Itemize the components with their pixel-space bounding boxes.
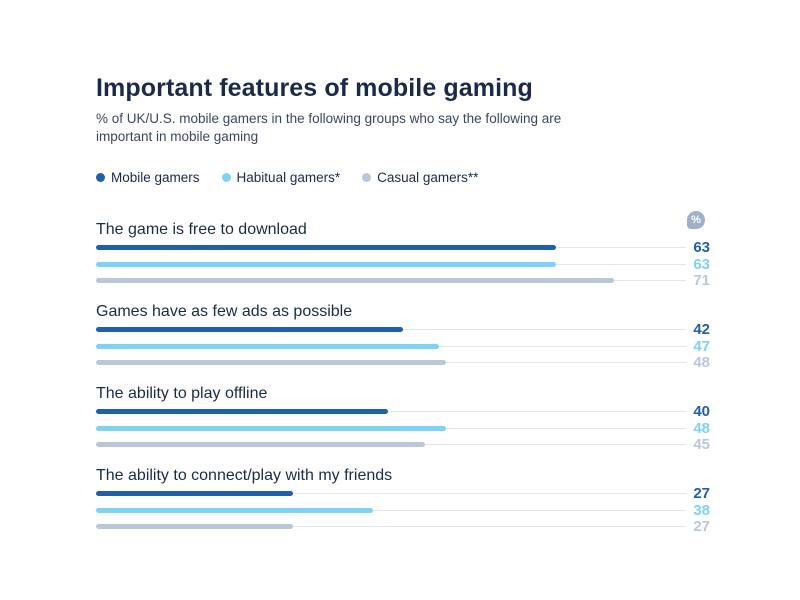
bar-row-mobile-gamers: 40 — [96, 403, 716, 422]
bar-group-4: The ability to connect/play with my frie… — [96, 465, 716, 537]
data-label-mobile-gamers: 40 — [693, 403, 710, 420]
bar-row-casual-gamers: 45 — [96, 436, 716, 455]
bar-row-casual-gamers: 48 — [96, 354, 716, 373]
bar-row-casual-gamers: 71 — [96, 272, 716, 291]
category-label: Games have as few ads as possible — [96, 303, 353, 320]
legend-label: Casual gamers** — [377, 170, 479, 185]
bar-habitual-gamers — [96, 343, 440, 349]
bar-row-habitual-gamers: 63 — [96, 255, 716, 275]
bar-habitual-gamers — [96, 425, 447, 431]
bar-track — [96, 493, 686, 494]
legend-dot-icon — [362, 173, 372, 182]
chart-legend: Mobile gamers Habitual gamers* Casual game… — [96, 170, 500, 185]
legend-item-habitual-gamers: Habitual gamers* — [221, 170, 341, 185]
data-label-habitual-gamers: 48 — [693, 419, 710, 437]
data-label-habitual-gamers: 63 — [693, 255, 710, 273]
bar-track — [96, 509, 686, 511]
legend-dot-icon — [221, 173, 231, 182]
bar-mobile-gamers — [96, 409, 388, 414]
legend-item-mobile-gamers: Mobile gamers — [96, 170, 200, 185]
bar-row-habitual-gamers: 47 — [96, 337, 716, 357]
bar-habitual-gamers — [96, 507, 374, 513]
legend-label: Habitual gamers* — [236, 170, 341, 185]
bar-group-3: The ability to play offline 40 48 45 — [96, 383, 716, 455]
data-label-casual-gamers: 27 — [693, 518, 710, 535]
legend-item-casual-gamers: Casual gamers** — [362, 170, 478, 185]
data-label-mobile-gamers: 63 — [693, 239, 710, 256]
data-label-habitual-gamers: 38 — [693, 501, 710, 519]
data-label-casual-gamers: 48 — [693, 354, 710, 371]
bar-mobile-gamers — [96, 491, 294, 496]
bar-casual-gamers — [96, 278, 615, 283]
bar-casual-gamers — [96, 442, 425, 447]
category-label: The ability to play offline — [96, 385, 268, 402]
legend-dot-icon — [96, 173, 105, 182]
data-label-casual-gamers: 45 — [693, 436, 710, 453]
bar-row-mobile-gamers: 27 — [96, 485, 716, 504]
bar-group-1: The game is free to download 63 63 71 — [96, 219, 716, 291]
bar-row-mobile-gamers: 42 — [96, 321, 716, 340]
bar-group-2: Games have as few ads as possible 42 47 48 — [96, 301, 716, 373]
bar-mobile-gamers — [96, 245, 556, 250]
bar-row-habitual-gamers: 48 — [96, 419, 716, 439]
chart-card: Important features of mobile gaming % of… — [96, 70, 716, 535]
data-label-habitual-gamers: 47 — [693, 337, 710, 355]
bar-row-casual-gamers: 27 — [96, 518, 716, 537]
bar-mobile-gamers — [96, 327, 403, 332]
data-label-mobile-gamers: 42 — [693, 321, 710, 338]
percent-badge-icon: % — [687, 211, 705, 229]
bar-row-mobile-gamers: 63 — [96, 239, 716, 258]
bar-track — [96, 411, 686, 412]
data-label-casual-gamers: 71 — [693, 272, 710, 289]
bar-casual-gamers — [96, 524, 294, 529]
legend-label: Mobile gamers — [111, 170, 200, 185]
bar-habitual-gamers — [96, 261, 556, 267]
chart-subtitle: % of UK/U.S. mobile gamers in the follow… — [96, 111, 562, 144]
data-label-mobile-gamers: 27 — [693, 485, 710, 502]
category-label: The ability to connect/play with my frie… — [96, 467, 393, 484]
bar-track — [96, 526, 686, 527]
chart-title: Important features of mobile gaming — [96, 74, 533, 102]
bar-casual-gamers — [96, 360, 447, 365]
bar-row-habitual-gamers: 38 — [96, 501, 716, 521]
category-label: The game is free to download — [96, 221, 307, 238]
